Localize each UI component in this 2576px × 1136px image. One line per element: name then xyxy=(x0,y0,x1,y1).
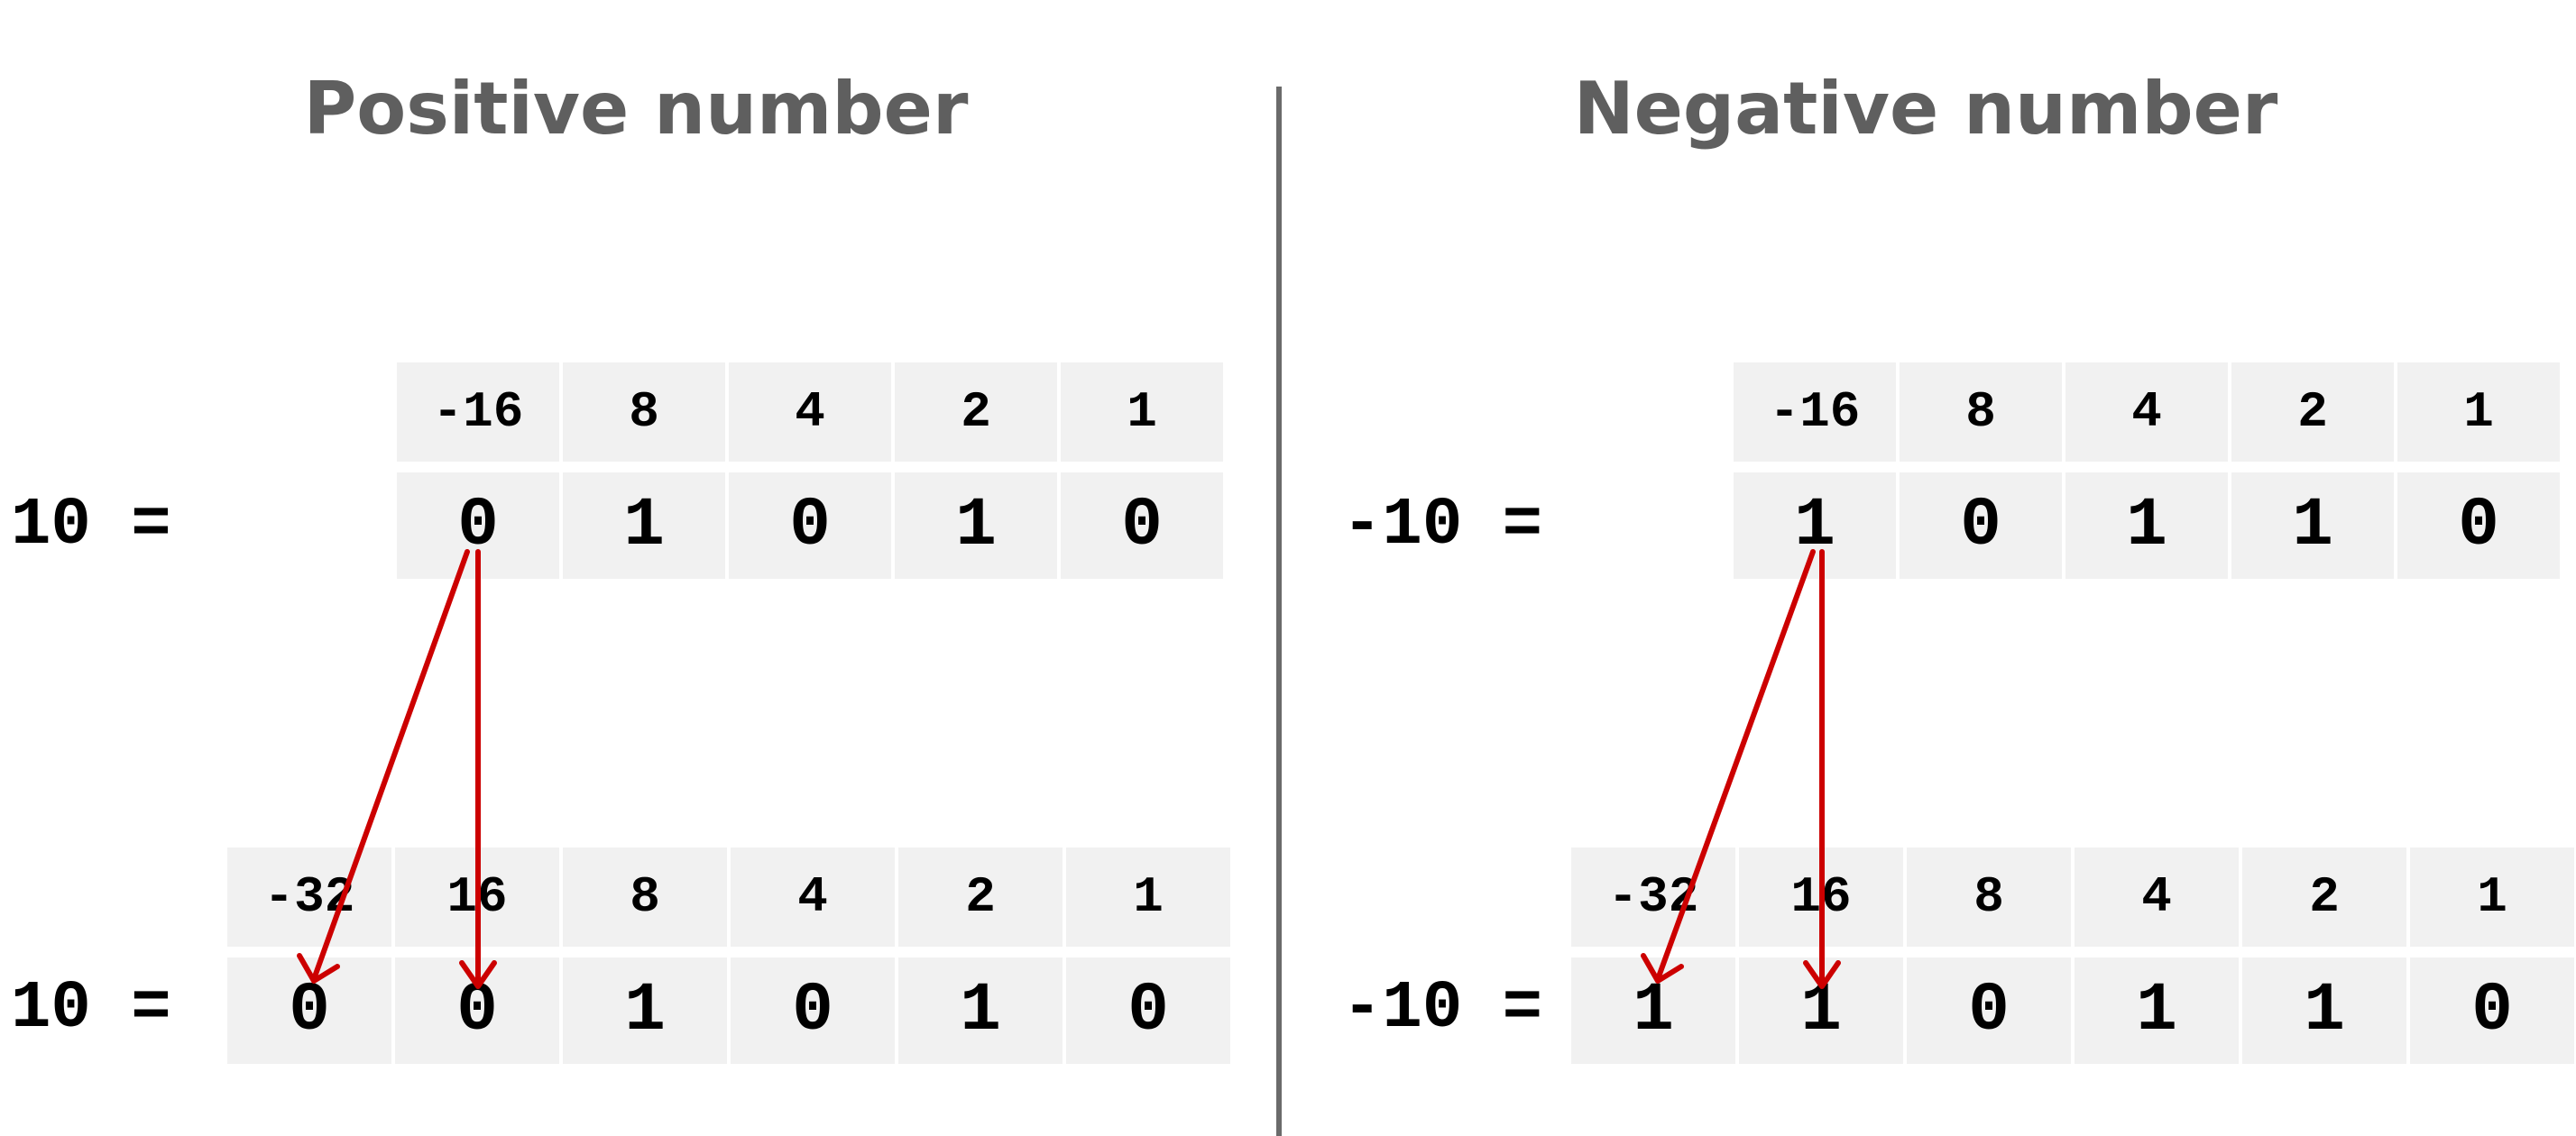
weight-cell: 8 xyxy=(563,362,725,462)
bit-cell: 1 xyxy=(1734,472,1896,579)
bit-cell: 0 xyxy=(2410,957,2574,1064)
panel-divider xyxy=(1276,87,1282,1136)
positive-number-title: Positive number xyxy=(303,67,969,151)
bit-cell: 1 xyxy=(2075,957,2239,1064)
bit-cell: 0 xyxy=(729,472,891,579)
bit-cell: 1 xyxy=(563,957,727,1064)
bit-cell: 0 xyxy=(2397,472,2560,579)
right-top-equation: -10 = xyxy=(1342,488,1543,563)
weight-cell: 8 xyxy=(1907,847,2071,947)
bit-cell: 1 xyxy=(2231,472,2394,579)
right-bottom-equation: -10 = xyxy=(1342,971,1543,1047)
bit-cell: 0 xyxy=(227,957,391,1064)
left-vertical-arrow-head xyxy=(459,960,497,989)
negative-number-title: Negative number xyxy=(1573,67,2278,151)
weight-cell: 4 xyxy=(729,362,891,462)
left-diagonal-arrow-head xyxy=(297,953,340,984)
left-bottom-equation: 10 = xyxy=(11,971,171,1047)
bit-cell: 0 xyxy=(1907,957,2071,1064)
weight-cell: 4 xyxy=(2065,362,2228,462)
weight-cell: 2 xyxy=(2231,362,2394,462)
weight-cell: -32 xyxy=(227,847,391,947)
weight-cell: 1 xyxy=(2397,362,2560,462)
weight-cell: 1 xyxy=(2410,847,2574,947)
weight-cell: 8 xyxy=(563,847,727,947)
bit-cell: 0 xyxy=(1066,957,1230,1064)
weight-cell: 4 xyxy=(2075,847,2239,947)
weight-cell: -16 xyxy=(397,362,559,462)
bit-cell: 1 xyxy=(2242,957,2406,1064)
bit-cell: 1 xyxy=(2065,472,2228,579)
weight-cell: 2 xyxy=(895,362,1057,462)
bit-cell: 1 xyxy=(563,472,725,579)
left-top-equation: 10 = xyxy=(11,488,171,563)
bit-cell: 0 xyxy=(1061,472,1223,579)
weight-cell: 2 xyxy=(898,847,1063,947)
weight-cell: 8 xyxy=(1900,362,2062,462)
bit-cell: 0 xyxy=(1900,472,2062,579)
right-diagonal-arrow-head xyxy=(1641,953,1684,984)
bit-cell: 1 xyxy=(895,472,1057,579)
weight-cell: 4 xyxy=(731,847,895,947)
bit-cell: 0 xyxy=(731,957,895,1064)
weight-cell: -16 xyxy=(1734,362,1896,462)
weight-cell: -32 xyxy=(1571,847,1735,947)
left-diagonal-arrow xyxy=(311,549,470,982)
right-diagonal-arrow xyxy=(1655,549,1816,982)
bit-cell: 1 xyxy=(898,957,1063,1064)
right-vertical-arrow-head xyxy=(1803,960,1841,989)
bit-cell: 0 xyxy=(397,472,559,579)
weight-cell: 1 xyxy=(1061,362,1223,462)
weight-cell: 1 xyxy=(1066,847,1230,947)
weight-cell: 2 xyxy=(2242,847,2406,947)
